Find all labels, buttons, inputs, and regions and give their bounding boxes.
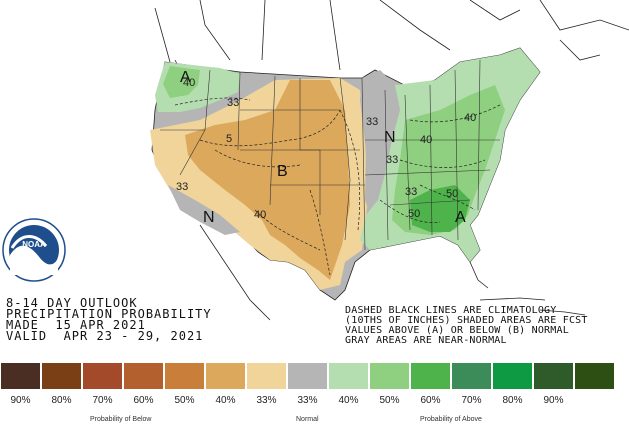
legend-swatches xyxy=(0,362,615,390)
noaa-logo-text: NOAA xyxy=(22,240,46,249)
contour-label: 5 xyxy=(226,133,232,145)
normal-caption: Normal xyxy=(296,416,319,423)
east-above-60 xyxy=(410,185,470,232)
legend-swatch xyxy=(0,362,41,390)
legend-swatch xyxy=(369,362,410,390)
probability-legend: 90% 80% 70% 60% 50% 40% 33% 33% 40% 50% 60% 70% 80% 9… xyxy=(0,362,629,424)
title-line-2: PRECIPITATION PROBABILITY xyxy=(6,307,212,321)
legend-swatch xyxy=(41,362,82,390)
contour-label: 50 xyxy=(408,208,420,220)
contour-label: 40 xyxy=(254,209,266,221)
legend-tick-label: 80% xyxy=(502,395,523,406)
near-normal-sw xyxy=(168,185,240,235)
legend-tick-label: 60% xyxy=(420,395,441,406)
title-line-3: MADE 15 APR 2021 xyxy=(6,318,146,332)
below-40-region xyxy=(185,80,350,280)
note-line-1: DASHED BLACK LINES ARE CLIMATOLOGY xyxy=(345,305,557,316)
legend-swatch xyxy=(533,362,574,390)
legend-tick-label: 33% xyxy=(256,395,277,406)
legend-swatch xyxy=(492,362,533,390)
below-letter: B xyxy=(277,163,288,180)
above-caption: Probability of Above xyxy=(420,416,482,423)
legend-tick-label: 70% xyxy=(92,395,113,406)
legend-ticks: 90% 80% 70% 60% 50% 40% 33% 33% 40% 50% 60% 70% 80% 9… xyxy=(0,395,615,406)
canada-border-lines xyxy=(154,0,629,71)
below-caption: Probability of Below xyxy=(90,416,152,423)
legend-swatch xyxy=(246,362,287,390)
legend-tick-label: 40% xyxy=(338,395,359,406)
contour-label: 33 xyxy=(176,181,188,193)
title-line-1: 8-14 DAY OUTLOOK xyxy=(6,296,138,310)
noaa-logo: NOAA xyxy=(2,218,66,282)
contour-label: 33 xyxy=(366,116,378,128)
legend-tick-label xyxy=(574,395,615,406)
contour-label: 40 xyxy=(420,134,432,146)
legend-note: DASHED BLACK LINES ARE CLIMATOLOGY (10TH… xyxy=(345,306,588,346)
legend-swatch xyxy=(205,362,246,390)
legend-tick-label: 90% xyxy=(10,395,31,406)
state-borders xyxy=(160,59,500,251)
legend-tick-label: 80% xyxy=(51,395,72,406)
legend-tick-label: 70% xyxy=(461,395,482,406)
contour-labels: 40 33 33 5 40 33 33 40 50 50 40 33 xyxy=(176,77,476,221)
legend-swatch xyxy=(82,362,123,390)
legend-tick-label: 33% xyxy=(297,395,318,406)
contour-label: 33 xyxy=(405,186,417,198)
legend-swatch xyxy=(287,362,328,390)
legend-swatch xyxy=(328,362,369,390)
legend-swatch xyxy=(574,362,615,390)
pnw-above-50 xyxy=(163,66,200,98)
legend-swatch xyxy=(451,362,492,390)
near-normal-east xyxy=(360,70,400,215)
legend-tick-label: 50% xyxy=(174,395,195,406)
legend-swatch xyxy=(410,362,451,390)
contour-label: 40 xyxy=(464,112,476,124)
climatology-dashed-lines xyxy=(174,97,501,276)
note-line-2: (10THS OF INCHES) SHADED AREAS ARE FCST xyxy=(345,315,588,326)
note-line-4: GRAY AREAS ARE NEAR-NORMAL xyxy=(345,335,507,346)
contour-label: 33 xyxy=(386,154,398,166)
note-line-3: VALUES ABOVE (A) OR BELOW (B) NORMAL xyxy=(345,325,569,336)
outlook-title: 8-14 DAY OUTLOOK PRECIPITATION PROBABILI… xyxy=(6,296,212,343)
legend-tick-label: 50% xyxy=(379,395,400,406)
legend-tick-label: 90% xyxy=(543,395,564,406)
legend-tick-label: 60% xyxy=(133,395,154,406)
coastline-south xyxy=(199,224,586,321)
above-letter-east: A xyxy=(455,209,466,226)
normal-letter-sw: N xyxy=(203,209,215,226)
contour-label: 40 xyxy=(183,77,195,89)
above-letter-west: A xyxy=(180,69,191,86)
legend-swatch xyxy=(123,362,164,390)
contour-label: 33 xyxy=(227,97,239,109)
normal-letter-central: N xyxy=(384,129,396,146)
contour-label: 50 xyxy=(446,188,458,200)
legend-tick-label: 40% xyxy=(215,395,236,406)
legend-swatch xyxy=(164,362,205,390)
title-line-4: VALID APR 23 - 29, 2021 xyxy=(6,329,204,343)
